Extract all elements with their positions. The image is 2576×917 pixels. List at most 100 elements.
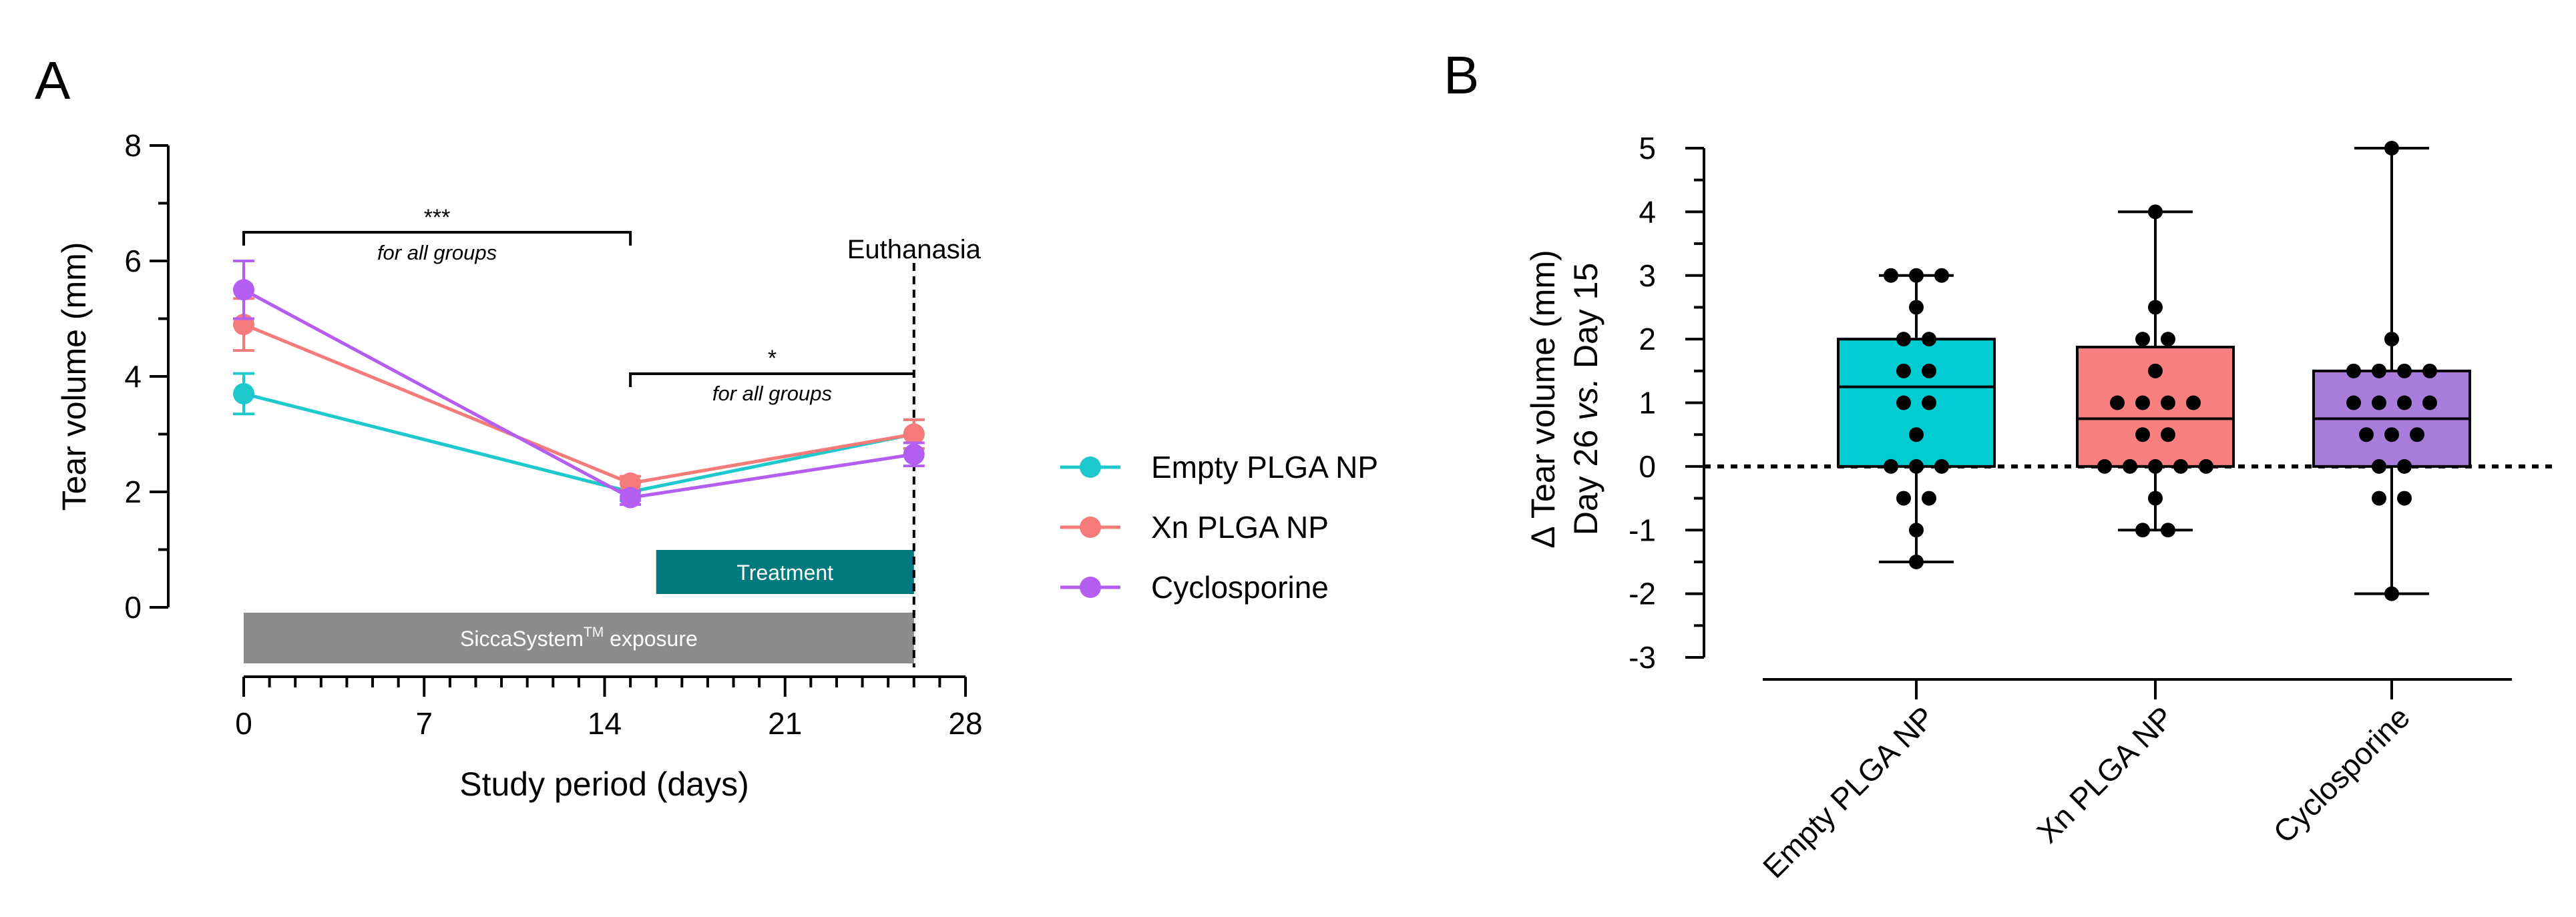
sig-stars-2: * [768,346,777,371]
a-x-tick-label: 14 [588,706,622,741]
b-x-tick-labels: Empty PLGA NP Xn PLGA NP Cyclosporine [1756,679,2416,884]
data-point [1922,332,1936,347]
data-point [2097,458,2112,474]
data-point [2384,427,2399,442]
b-y-tick-label: 2 [1639,322,1656,356]
data-point [2397,363,2412,378]
b-y-tick-label: 3 [1639,258,1656,293]
data-point [2161,523,2175,538]
panel-a-label: A [35,51,71,110]
data-point [2372,491,2386,506]
sig-stars-1: *** [424,205,451,230]
b-y-tick-label: -2 [1629,577,1656,611]
data-point [1922,395,1936,410]
siccasystem-exposure-bar [244,613,914,663]
data-point [2397,395,2412,410]
data-point [2372,458,2386,474]
data-point [233,382,254,404]
data-point [2110,395,2125,410]
exposure-label-suffix: exposure [604,627,698,651]
b-x-tick-label: Cyclosporine [2266,699,2416,850]
data-point [1934,268,1949,283]
data-point [2135,332,2150,347]
sig-text-1: for all groups [377,241,497,264]
series-line [243,392,915,494]
legend: Empty PLGA NP Xn PLGA NP Cyclosporine [1060,450,1378,605]
data-point [1934,458,1949,474]
data-point [2148,204,2163,220]
b-y-ticks: -3 -2 -1 0 1 2 3 4 5 [1629,131,1704,675]
data-point [2135,427,2150,442]
panel-a: A SiccaSystemTM exposure Treatment 0 2 4 6 8… [35,51,1378,803]
data-point [1909,523,1924,538]
data-point [2173,458,2188,474]
data-point [1896,491,1911,506]
box-cyclosporine [2312,141,2471,601]
data-point [2135,395,2150,410]
box-empty-plga-np [1837,268,1996,569]
legend-label: Cyclosporine [1151,570,1329,605]
b-y-axis-title-line-1: Δ Tear volume (mm) [1524,250,1562,548]
data-point [2422,395,2437,410]
data-point [2410,427,2424,442]
data-point [2148,491,2163,506]
data-point [2199,458,2213,474]
legend-marker [1080,456,1101,478]
data-point [2397,458,2412,474]
a-y-tick-label: 8 [124,128,142,163]
legend-marker [1080,577,1101,598]
a-x-tick-label: 0 [235,706,252,741]
data-point [2148,458,2163,474]
data-point [2123,458,2137,474]
legend-label: Empty PLGA NP [1151,450,1378,485]
data-point [1884,268,1898,283]
data-point [1922,491,1936,506]
a-x-tick-label: 28 [948,706,982,741]
data-point [2161,332,2175,347]
sig-bracket-1 [242,231,632,246]
data-point [2372,395,2386,410]
panel-b: B -3 -2 -1 0 1 2 3 4 5 Δ Tear volume (mm) Day 26… [1444,45,2552,884]
a-y-tick-label: 6 [124,244,142,278]
b-y-tick-label: -1 [1629,513,1656,547]
box-iqr [1837,338,1996,468]
legend-label: Xn PLGA NP [1151,510,1329,545]
data-point [2422,363,2437,378]
b-x-tick-label: Empty PLGA NP [1756,699,1941,884]
sig-bracket-2 [629,372,914,387]
b-y-axis-title-line-2: Day 26 vs. Day 15 [1567,263,1604,536]
data-point [2384,586,2399,601]
box-xn-plga-np [2076,204,2235,538]
data-point [2384,141,2399,156]
b-y-tick-label: 1 [1639,386,1656,420]
data-point [1909,458,1924,474]
data-point [233,279,254,301]
legend-item: Cyclosporine [1060,570,1329,605]
data-point [620,487,642,509]
data-point [2346,395,2361,410]
data-point [1896,395,1911,410]
data-point [2186,395,2201,410]
data-point [1896,332,1911,347]
treatment-label: Treatment [736,561,833,585]
exposure-label-trademark: TM [584,625,604,640]
data-point [2384,332,2399,347]
exposure-label-main: SiccaSystem [460,627,584,651]
data-point [903,443,925,465]
data-point [1896,363,1911,378]
b-y-tick-label: 5 [1639,131,1656,166]
a-y-ticks: 0 2 4 6 8 [124,128,168,625]
data-point [1909,427,1924,442]
b-boxes-layer [1837,141,2471,601]
a-y-axis-title: Tear volume (mm) [55,242,93,511]
b-y-tick-label: 4 [1639,194,1656,229]
b-y-tick-label: -3 [1629,640,1656,675]
data-point [2346,363,2361,378]
data-point [1922,363,1936,378]
data-point [2397,491,2412,506]
data-point [2135,523,2150,538]
data-point [2148,300,2163,315]
a-y-tick-label: 2 [124,475,142,509]
a-series-layer [233,260,925,509]
